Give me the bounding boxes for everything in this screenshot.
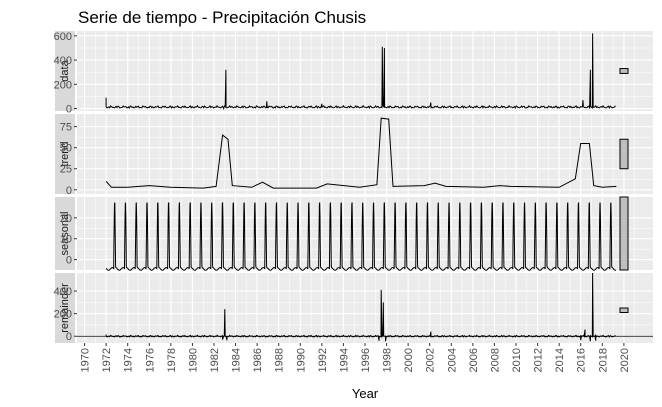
strip-seasonal [55, 197, 75, 270]
y-tick-label: 400 [54, 55, 72, 67]
x-axis-title: Year [352, 386, 379, 401]
x-tick-label: 2002 [425, 348, 437, 372]
y-tick-label: 600 [54, 31, 72, 43]
x-tick-label: 1980 [187, 348, 199, 372]
y-tick-label: 400 [54, 286, 72, 298]
strip-remainder [55, 273, 75, 343]
range-bar-seasonal [619, 196, 629, 271]
y-tick-label: 0 [66, 331, 72, 343]
x-tick-label: 1982 [209, 348, 221, 372]
strip-trend [55, 114, 75, 194]
x-tick-label: 2004 [446, 348, 458, 372]
x-tick-label: 2018 [597, 348, 609, 372]
range-bar-remainder [619, 307, 629, 314]
y-tick-label: 10 [60, 234, 72, 246]
x-tick-label: 2000 [403, 348, 415, 372]
series-line-seasonal [105, 202, 617, 271]
x-tick-label: 1994 [338, 348, 350, 372]
x-tick-label: 1972 [101, 348, 113, 372]
y-tick-label: 200 [54, 79, 72, 91]
x-tick-label: 1978 [166, 348, 178, 372]
panel-data: data 0 200 400 600 [54, 31, 653, 116]
range-bar-data [619, 68, 629, 74]
x-tick-label: 2020 [619, 348, 631, 372]
strip-data [55, 31, 75, 111]
strip-label-remainder: remainder [59, 283, 71, 333]
y-tick-label: 0 [66, 104, 72, 116]
x-tick-label: 1996 [360, 348, 372, 372]
panels-group: data0200400600trend0255075seasonal01020r… [54, 31, 653, 343]
x-tick-label: 2010 [511, 348, 523, 372]
x-tick-label: 1992 [317, 348, 329, 372]
x-tick-label: 2006 [468, 348, 480, 372]
strip-label-data: data [59, 59, 71, 81]
x-tick-label: 1984 [231, 348, 243, 372]
x-tick-label: 1986 [252, 348, 264, 372]
series-line-trend [105, 117, 617, 189]
y-tick-label: 0 [66, 185, 72, 197]
y-tick-label: 200 [54, 309, 72, 321]
y-tick-label: 20 [60, 213, 72, 225]
x-tick-label: 2012 [533, 348, 545, 372]
x-tick-label: 1970 [80, 348, 92, 372]
x-tick-label: 2014 [554, 348, 566, 372]
x-tick-label: 1976 [144, 348, 156, 372]
panel-trend: trend 0 25 50 75 [55, 114, 653, 197]
x-tick-label: 2008 [489, 348, 501, 372]
x-axis: 1970 1972 1974 1976 1978 1980 1982 1984 1986 1988… [80, 343, 631, 372]
x-tick-label: 1990 [295, 348, 307, 372]
x-tick-label: 1974 [123, 348, 135, 372]
y-tick-label: 50 [60, 143, 72, 155]
y-tick-label: 75 [60, 122, 72, 134]
series-line-data [105, 33, 616, 111]
range-bar-trend [619, 138, 629, 170]
strip-label-seasonal: seasonal [59, 211, 71, 255]
strip-label-trend: trend [59, 141, 71, 166]
y-tick-label: 25 [60, 164, 72, 176]
x-tick-label: 2016 [576, 348, 588, 372]
chart-title: Serie de tiempo - Precipitación Chusis [78, 8, 366, 27]
x-tick-label: 1998 [382, 348, 394, 372]
x-tick-label: 1988 [274, 348, 286, 372]
y-tick-label: 0 [66, 255, 72, 267]
